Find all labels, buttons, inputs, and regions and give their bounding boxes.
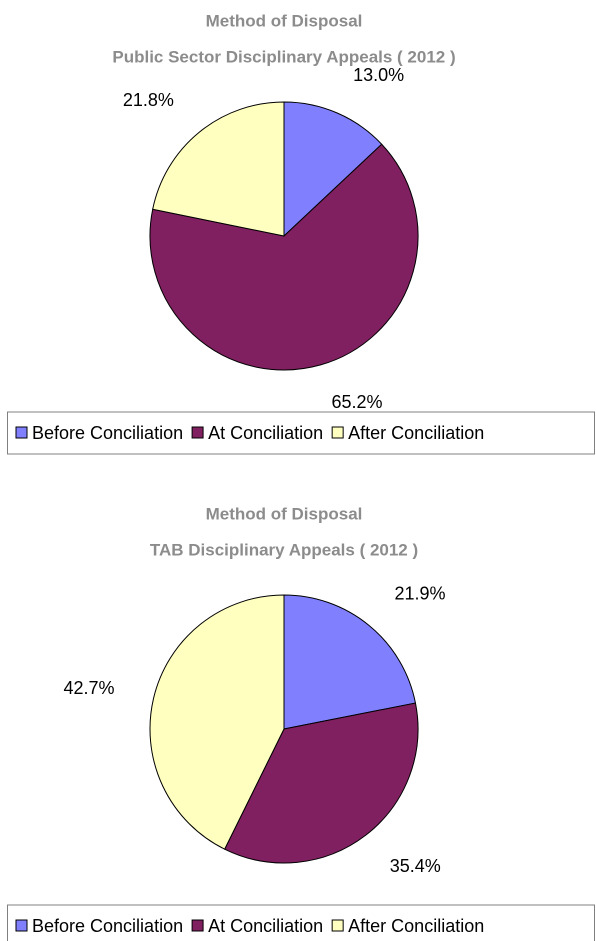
legend-label: After Conciliation [348,423,484,443]
legend-label: Before Conciliation [32,916,183,936]
legend-swatch [15,919,28,932]
data-label: 21.8% [123,90,174,110]
data-label: 13.0% [353,65,404,85]
pie-slice [149,594,285,850]
legend-swatch [191,426,204,439]
legend-label: After Conciliation [348,916,484,936]
pie-slice [283,594,417,730]
legend-swatch [331,919,344,932]
pie-slice [224,702,419,864]
pie-slice [149,143,419,371]
legend-swatch [331,426,344,439]
legend-label: At Conciliation [208,916,323,936]
data-label: 35.4% [390,856,441,876]
legend-box [7,904,595,941]
data-label: 65.2% [331,392,382,412]
legend-box [7,411,595,455]
legend-swatch [191,919,204,932]
pie-slice [283,101,383,238]
chart-subtitle: TAB Disciplinary Appeals ( 2012 ) [150,540,418,559]
chart-subtitle: Public Sector Disciplinary Appeals ( 201… [112,47,455,66]
legend-swatch [15,426,28,439]
data-label: 21.9% [394,583,445,603]
legend-label: At Conciliation [208,423,323,443]
data-label: 42.7% [64,678,115,698]
chart-title: Method of Disposal [206,11,363,30]
legend-label: Before Conciliation [32,423,183,443]
chart-title: Method of Disposal [206,504,363,523]
pie-slice [152,101,285,237]
